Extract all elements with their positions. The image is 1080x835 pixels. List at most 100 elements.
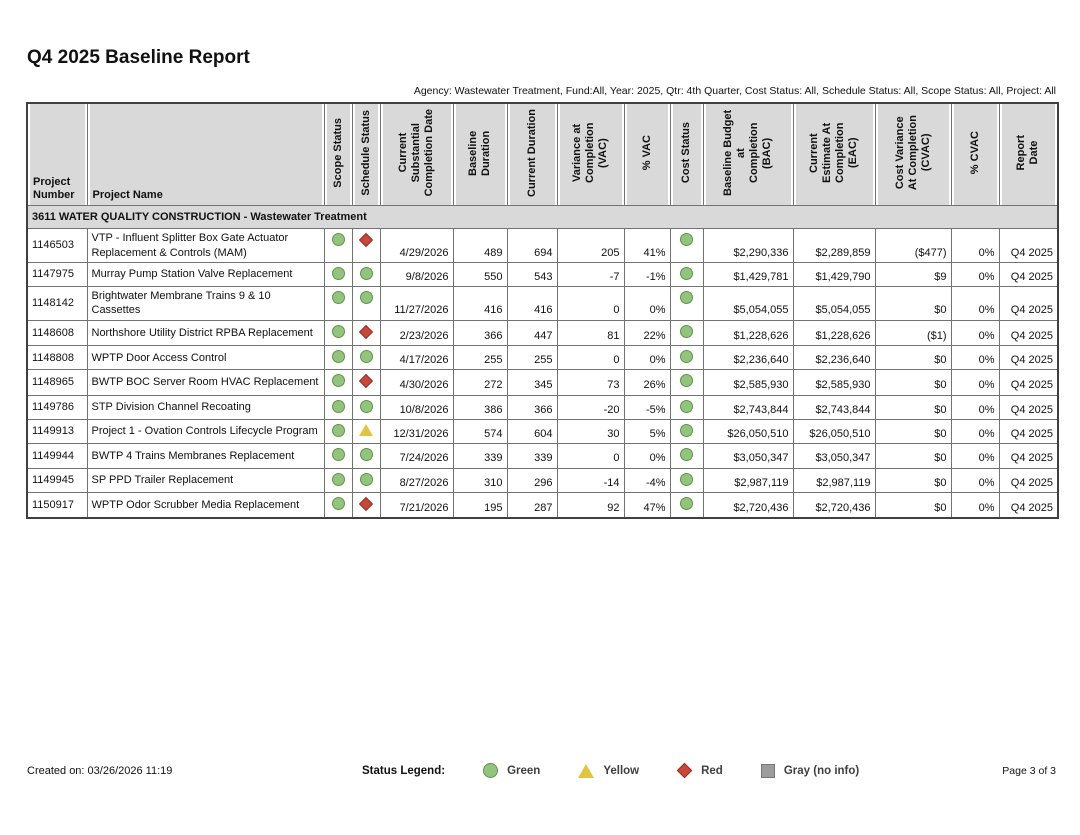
cell-report: Q4 2025 — [998, 369, 1059, 396]
cell-cost — [669, 286, 704, 321]
cell-schedule — [351, 319, 381, 347]
status-legend: Status Legend: Green Yellow Red Gray (no… — [362, 762, 859, 779]
legend-item-gray: Gray (no info) — [760, 763, 859, 778]
cell-number: 1148965 — [26, 369, 88, 396]
cell-baseline_dur: 310 — [452, 467, 508, 493]
cell-cost — [669, 345, 704, 371]
cell-report: Q4 2025 — [998, 261, 1059, 288]
cost-status-icon-green — [680, 399, 693, 413]
cell-pct_cvac: 0% — [950, 467, 1000, 493]
cell-baseline_dur: 272 — [452, 369, 508, 396]
cell-current_dur: 604 — [506, 418, 558, 445]
cell-name: STP Division Channel Recoating — [86, 394, 325, 420]
cell-cost — [669, 394, 704, 420]
cell-bac: $5,054,055 — [702, 286, 794, 321]
cell-date: 4/30/2026 — [379, 369, 454, 396]
scope-status-icon-green — [331, 399, 345, 413]
cell-cost — [669, 319, 704, 347]
cell-pct_vac: 0% — [623, 286, 671, 321]
cell-date: 4/17/2026 — [379, 345, 454, 371]
cell-cvac: $0 — [874, 443, 952, 469]
scope-status-icon-green — [331, 233, 345, 247]
column-header-pct-cvac: % CVAC — [950, 102, 1000, 206]
scope-status-icon-green — [331, 448, 345, 462]
cell-baseline_dur: 550 — [452, 261, 508, 288]
schedule-status-icon-red — [358, 324, 374, 339]
schedule-status-icon-red — [358, 233, 374, 248]
cell-baseline_dur: 366 — [452, 319, 508, 347]
cell-number: 1149786 — [26, 394, 88, 420]
schedule-status-icon-red — [358, 496, 374, 511]
page-title: Q4 2025 Baseline Report — [27, 47, 250, 68]
cell-vac: 0 — [556, 286, 625, 321]
cell-scope — [323, 491, 353, 519]
cell-schedule — [351, 394, 381, 420]
column-header-baseline-duration: Baseline Duration — [452, 102, 508, 206]
column-header-project-name: Project Name — [86, 102, 325, 206]
cell-vac: -7 — [556, 261, 625, 288]
cell-name: Brightwater Membrane Trains 9 & 10 Casse… — [86, 286, 325, 321]
cost-status-icon-green — [680, 266, 693, 280]
schedule-status-icon-red — [358, 374, 374, 389]
cell-cost — [669, 228, 704, 263]
cell-bac: $2,290,336 — [702, 228, 794, 263]
baseline-report-table: Project Number Project Name Scope Status… — [26, 102, 1059, 520]
cell-scope — [323, 319, 353, 347]
cell-cvac: $0 — [874, 491, 952, 519]
project-row: 1148142 Brightwater Membrane Trains 9 & 1… — [26, 286, 1059, 321]
cell-date: 7/21/2026 — [379, 491, 454, 519]
cell-name: BWTP BOC Server Room HVAC Replacement — [86, 369, 325, 396]
cell-schedule — [351, 261, 381, 288]
green-status-icon — [483, 763, 499, 778]
cell-vac: 92 — [556, 491, 625, 519]
cell-number: 1148608 — [26, 319, 88, 347]
cell-cost — [669, 369, 704, 396]
scope-status-icon-green — [331, 423, 345, 437]
cell-pct_vac: 0% — [623, 345, 671, 371]
gray-status-icon — [760, 763, 775, 778]
cell-name: Murray Pump Station Valve Replacement — [86, 261, 325, 288]
cell-schedule — [351, 418, 381, 445]
cost-status-icon-green — [680, 448, 693, 462]
cell-scope — [323, 261, 353, 288]
cell-vac: -14 — [556, 467, 625, 493]
project-row: 1148608 Northshore Utility District RPBA … — [26, 319, 1059, 347]
cell-cvac: $0 — [874, 467, 952, 493]
column-header-pct-vac: % VAC — [623, 102, 671, 206]
cell-schedule — [351, 228, 381, 263]
schedule-status-icon-green — [359, 448, 373, 462]
scope-status-icon-green — [331, 374, 345, 388]
cost-status-icon-green — [680, 472, 693, 486]
cell-pct_cvac: 0% — [950, 418, 1000, 445]
cell-scope — [323, 286, 353, 321]
scope-status-icon-green — [331, 350, 345, 364]
cost-status-icon-green — [680, 233, 693, 247]
cell-baseline_dur: 339 — [452, 443, 508, 469]
cell-bac: $1,228,626 — [702, 319, 794, 347]
cell-cvac: ($1) — [874, 319, 952, 347]
cell-current_dur: 543 — [506, 261, 558, 288]
cell-vac: 205 — [556, 228, 625, 263]
schedule-status-icon-green — [359, 472, 373, 486]
cell-date: 4/29/2026 — [379, 228, 454, 263]
cell-vac: 81 — [556, 319, 625, 347]
group-header-row: 3611 WATER QUALITY CONSTRUCTION - Wastew… — [26, 204, 1059, 230]
cell-name: VTP - Influent Splitter Box Gate Actuato… — [86, 228, 325, 263]
cell-cost — [669, 443, 704, 469]
cell-number: 1147975 — [26, 261, 88, 288]
cell-cvac: $0 — [874, 369, 952, 396]
project-row: 1148808 WPTP Door Access Control 4/17/2026… — [26, 345, 1059, 371]
cell-baseline_dur: 574 — [452, 418, 508, 445]
cell-baseline_dur: 386 — [452, 394, 508, 420]
cell-eac: $2,743,844 — [792, 394, 876, 420]
cell-schedule — [351, 345, 381, 371]
column-header-vac: Variance at Completion (VAC) — [556, 102, 625, 206]
cell-report: Q4 2025 — [998, 418, 1059, 445]
page-number: Page 3 of 3 — [1002, 764, 1056, 777]
cell-report: Q4 2025 — [998, 228, 1059, 263]
cell-number: 1149944 — [26, 443, 88, 469]
cell-bac: $26,050,510 — [702, 418, 794, 445]
cell-number: 1150917 — [26, 491, 88, 519]
cell-report: Q4 2025 — [998, 467, 1059, 493]
